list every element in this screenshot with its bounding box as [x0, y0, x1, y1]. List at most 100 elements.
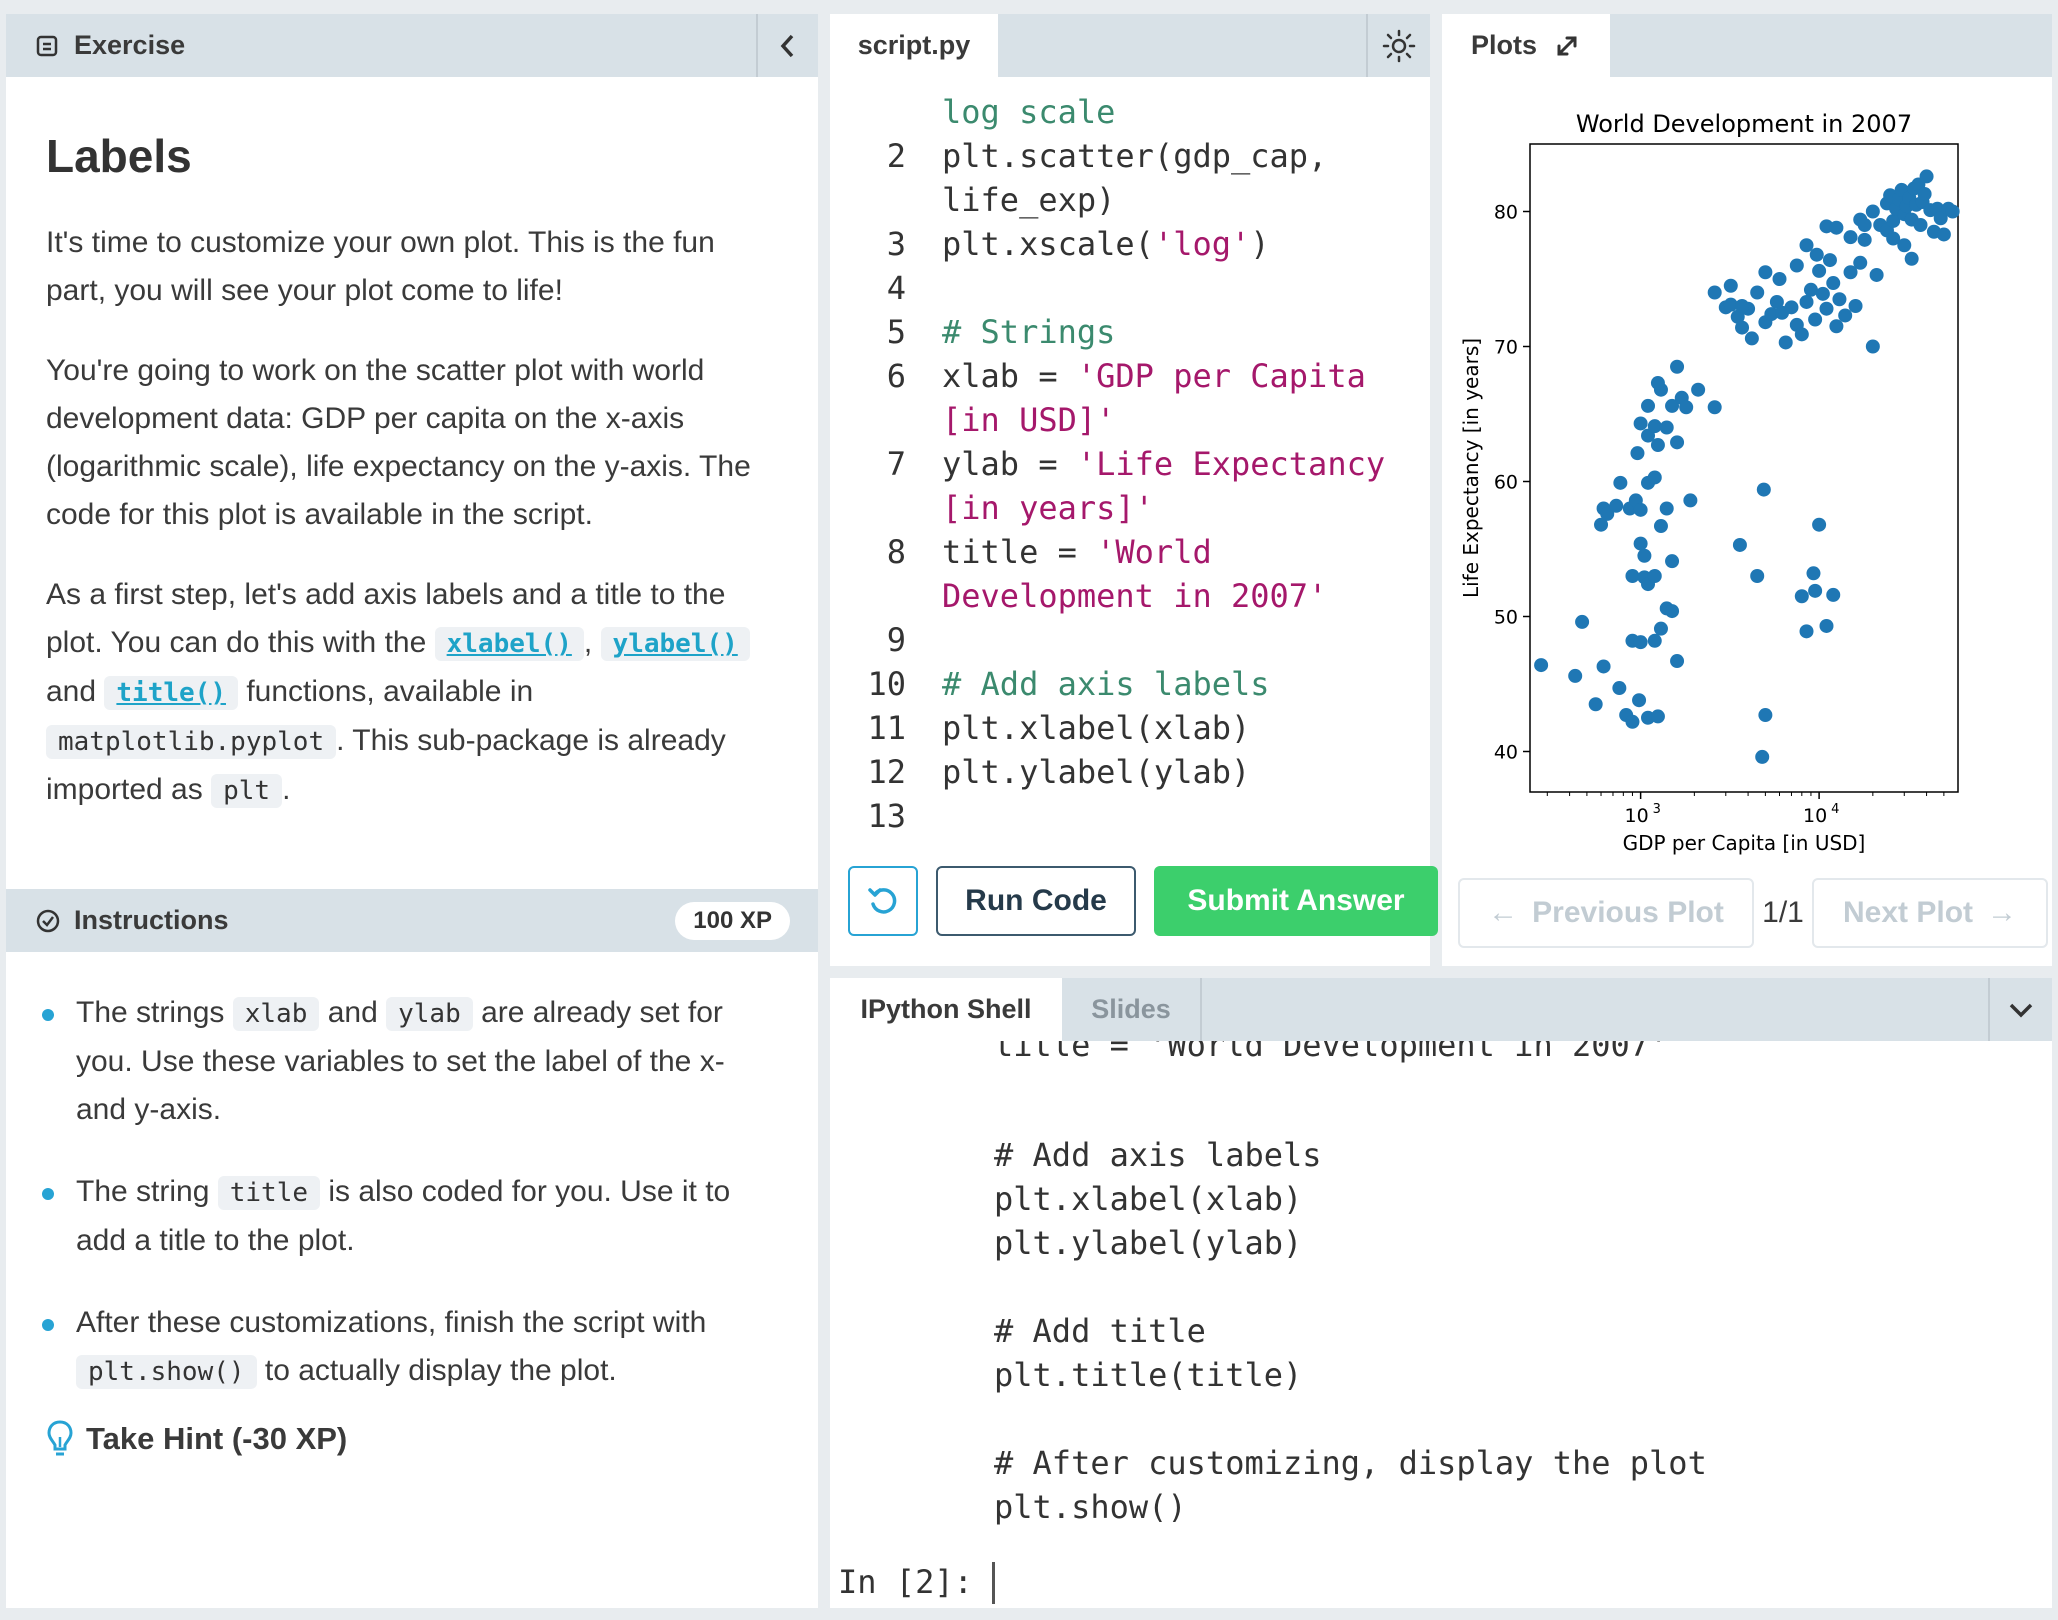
text-segment: to actually display the plot.	[264, 1354, 617, 1387]
exercise-paragraph-3: As a first step, let's add axis labels a…	[46, 571, 778, 815]
xlabel-doc-link[interactable]: xlabel()	[434, 627, 584, 661]
next-plot-button[interactable]: Next Plot →	[1812, 878, 2048, 948]
scatter-point	[1756, 482, 1771, 497]
previous-plot-button[interactable]: ← Previous Plot	[1458, 878, 1754, 948]
code-text: xlab = 'GDP per Capita	[942, 357, 1366, 395]
scatter-point	[1799, 294, 1814, 309]
inline-code: title	[217, 1176, 321, 1210]
tab-ipython-shell[interactable]: IPython Shell	[830, 978, 1062, 1041]
shell-line: title = 'World Development in 2007'	[994, 1041, 1669, 1064]
text-segment: After these customizations, finish the s…	[76, 1306, 707, 1339]
scatter-point	[1647, 633, 1662, 648]
collapse-exercise-button[interactable]	[756, 14, 818, 77]
scatter-point	[1755, 749, 1770, 764]
scatter-point	[1809, 247, 1824, 262]
text-segment: .	[282, 773, 291, 806]
scatter-point	[1843, 230, 1858, 245]
code-line: 11 plt.xlabel(xlab)	[830, 706, 1430, 750]
scatter-point	[1641, 398, 1656, 413]
text-segment: As a first step, let's add axis labels a…	[46, 578, 726, 659]
y-tick-label: 80	[1494, 202, 1518, 224]
scatter-point	[1865, 204, 1880, 219]
scatter-point	[1534, 658, 1549, 673]
scatter-point	[1917, 186, 1932, 201]
title-doc-link[interactable]: title()	[104, 676, 238, 710]
instruction-item: The string title is also coded for you. …	[42, 1168, 782, 1265]
scatter-point	[1707, 285, 1722, 300]
code-line: 8 title = 'World	[830, 530, 1430, 574]
scatter-point	[1869, 267, 1884, 282]
inline-code: plt	[211, 774, 283, 808]
scatter-point	[1919, 169, 1934, 184]
xp-badge: 100 XP	[675, 902, 790, 940]
document-icon	[36, 35, 58, 56]
scatter-point	[1838, 308, 1853, 323]
scatter-point	[1594, 517, 1609, 532]
code-line: 7 ylab = 'Life Expectancy	[830, 442, 1430, 486]
text-segment: functions, available in	[246, 675, 534, 708]
reset-code-button[interactable]	[848, 866, 918, 936]
shell-cursor[interactable]	[992, 1562, 995, 1604]
shell-line: plt.xlabel(xlab)	[994, 1180, 1303, 1218]
scatter-point	[1794, 589, 1809, 604]
text-segment: and	[46, 675, 97, 708]
scatter-point	[1588, 697, 1603, 712]
code-editor[interactable]: log scale 2 plt.scatter(gdp_cap, life_exp) 3…	[830, 90, 1430, 850]
tab-script-py[interactable]: script.py	[830, 14, 998, 77]
scatter-point	[1732, 537, 1747, 552]
scatter-point	[1659, 420, 1674, 435]
scatter-point	[1904, 251, 1919, 266]
scatter-point	[1613, 475, 1628, 490]
inline-code: plt.show()	[76, 1355, 257, 1389]
editor-tabbar: script.py	[830, 14, 1430, 77]
scatter-point	[1843, 265, 1858, 280]
text-segment: ,	[583, 626, 593, 659]
scatter-point	[1625, 714, 1640, 729]
scatter-point	[1750, 285, 1765, 300]
scatter-point	[1630, 446, 1645, 461]
y-tick-label: 60	[1494, 472, 1518, 494]
tab-slides[interactable]: Slides	[1062, 978, 1202, 1041]
scatter-point	[1933, 211, 1948, 226]
scatter-point	[1575, 614, 1590, 629]
code-text: # Strings	[942, 313, 1116, 351]
instruction-item: The strings xlab and ylab are already se…	[42, 989, 782, 1134]
scatter-point	[1735, 320, 1750, 335]
code-text: [in USD]'	[942, 401, 1116, 439]
scatter-point	[1812, 263, 1827, 278]
code-line: 9	[830, 618, 1430, 662]
undo-icon	[868, 888, 897, 914]
shell-pane: IPython Shell Slides title = 'World Deve…	[830, 978, 2052, 1608]
text-segment: is also coded for you. Use it to add a t…	[76, 1175, 731, 1257]
take-hint-button[interactable]: Take Hint (-30 XP)	[46, 1419, 347, 1459]
line-number: 4	[886, 269, 906, 307]
code-line: 13	[830, 794, 1430, 838]
code-text: [in years]'	[942, 489, 1154, 527]
scatter-point	[1832, 292, 1847, 307]
y-axis-label: Life Expectancy [in years]	[1459, 338, 1483, 598]
collapse-shell-button[interactable]	[1988, 978, 2052, 1041]
line-number: 10	[867, 665, 906, 703]
tab-plots[interactable]: Plots	[1442, 14, 1610, 77]
shell-output[interactable]: title = 'World Development in 2007' # Add…	[830, 1041, 2052, 1561]
line-number: 9	[886, 621, 906, 659]
scatter-point	[1650, 709, 1665, 724]
plots-tab-label: Plots	[1470, 30, 1537, 60]
scatter-point	[1723, 278, 1738, 293]
run-code-button[interactable]: Run Code	[936, 866, 1136, 936]
exercise-paragraph-1: It's time to customize your own plot. Th…	[46, 226, 715, 307]
scatter-point	[1772, 272, 1787, 286]
scatter-point	[1826, 276, 1841, 291]
scatter-point	[1596, 659, 1611, 674]
exercise-paragraph-2: You're going to work on the scatter plot…	[46, 354, 751, 531]
code-text: ylab = 'Life Expectancy	[942, 445, 1386, 483]
x-tick-label: 10	[1803, 805, 1827, 827]
scatter-point	[1826, 587, 1841, 602]
scatter-point	[1730, 309, 1745, 324]
theme-toggle-button[interactable]	[1366, 14, 1430, 77]
scatter-point	[1784, 300, 1799, 315]
ylabel-doc-link[interactable]: ylabel()	[600, 627, 750, 661]
expand-icon[interactable]	[1553, 32, 1581, 60]
submit-answer-button[interactable]: Submit Answer	[1154, 866, 1438, 936]
line-number: 12	[867, 753, 906, 791]
